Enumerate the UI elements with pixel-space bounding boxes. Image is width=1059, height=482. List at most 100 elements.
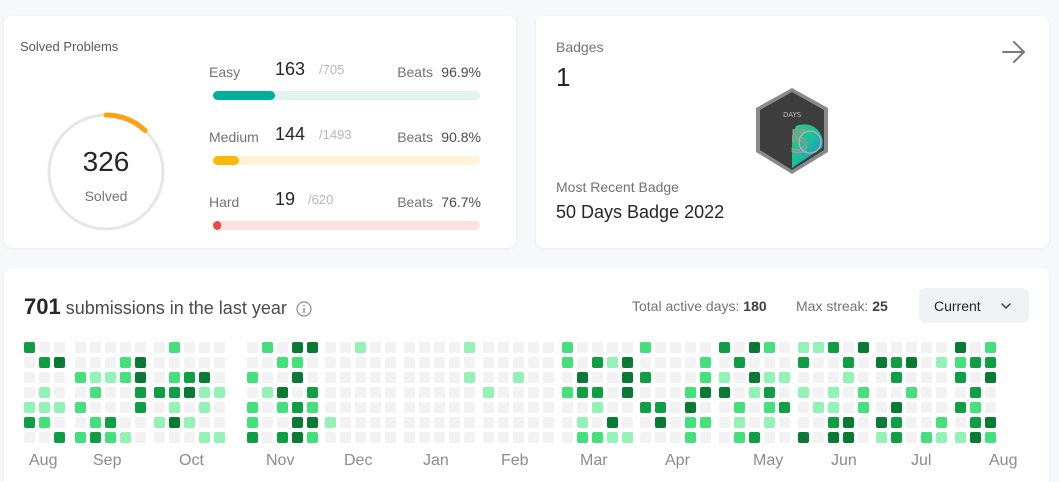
calendar-day-cell[interactable] xyxy=(277,387,288,398)
calendar-day-cell[interactable] xyxy=(700,357,711,368)
calendar-day-cell[interactable] xyxy=(719,417,730,428)
calendar-day-cell[interactable] xyxy=(562,387,573,398)
calendar-day-cell[interactable] xyxy=(307,417,318,428)
calendar-day-cell[interactable] xyxy=(970,417,981,428)
calendar-day-cell[interactable] xyxy=(135,417,146,428)
calendar-day-cell[interactable] xyxy=(749,372,760,383)
calendar-day-cell[interactable] xyxy=(54,402,65,413)
calendar-day-cell[interactable] xyxy=(54,372,65,383)
calendar-day-cell[interactable] xyxy=(798,387,809,398)
calendar-day-cell[interactable] xyxy=(577,342,588,353)
calendar-day-cell[interactable] xyxy=(419,417,430,428)
calendar-day-cell[interactable] xyxy=(434,402,445,413)
calendar-day-cell[interactable] xyxy=(262,432,273,443)
calendar-day-cell[interactable] xyxy=(307,342,318,353)
calendar-day-cell[interactable] xyxy=(779,432,790,443)
calendar-day-cell[interactable] xyxy=(622,387,633,398)
calendar-day-cell[interactable] xyxy=(370,387,381,398)
calendar-day-cell[interactable] xyxy=(906,372,917,383)
calendar-day-cell[interactable] xyxy=(39,357,50,368)
calendar-day-cell[interactable] xyxy=(858,387,869,398)
calendar-day-cell[interactable] xyxy=(970,357,981,368)
calendar-day-cell[interactable] xyxy=(906,357,917,368)
calendar-day-cell[interactable] xyxy=(513,372,524,383)
calendar-day-cell[interactable] xyxy=(214,372,225,383)
calendar-day-cell[interactable] xyxy=(105,417,116,428)
calendar-day-cell[interactable] xyxy=(449,357,460,368)
calendar-day-cell[interactable] xyxy=(355,387,366,398)
calendar-day-cell[interactable] xyxy=(464,342,475,353)
calendar-day-cell[interactable] xyxy=(154,402,165,413)
calendar-day-cell[interactable] xyxy=(891,432,902,443)
calendar-day-cell[interactable] xyxy=(292,417,303,428)
calendar-day-cell[interactable] xyxy=(169,402,180,413)
calendar-day-cell[interactable] xyxy=(355,372,366,383)
calendar-day-cell[interactable] xyxy=(75,372,86,383)
calendar-day-cell[interactable] xyxy=(622,357,633,368)
calendar-day-cell[interactable] xyxy=(54,342,65,353)
calendar-day-cell[interactable] xyxy=(39,342,50,353)
calendar-day-cell[interactable] xyxy=(685,432,696,443)
calendar-day-cell[interactable] xyxy=(214,357,225,368)
calendar-day-cell[interactable] xyxy=(513,417,524,428)
calendar-day-cell[interactable] xyxy=(355,357,366,368)
calendar-day-cell[interactable] xyxy=(828,432,839,443)
calendar-day-cell[interactable] xyxy=(419,357,430,368)
calendar-day-cell[interactable] xyxy=(154,387,165,398)
calendar-day-cell[interactable] xyxy=(891,357,902,368)
calendar-day-cell[interactable] xyxy=(936,387,947,398)
calendar-day-cell[interactable] xyxy=(449,342,460,353)
calendar-day-cell[interactable] xyxy=(670,432,681,443)
calendar-day-cell[interactable] xyxy=(325,417,336,428)
calendar-day-cell[interactable] xyxy=(719,357,730,368)
calendar-day-cell[interactable] xyxy=(779,372,790,383)
calendar-day-cell[interactable] xyxy=(498,357,509,368)
calendar-day-cell[interactable] xyxy=(498,417,509,428)
calendar-day-cell[interactable] xyxy=(385,357,396,368)
calendar-day-cell[interactable] xyxy=(214,402,225,413)
calendar-day-cell[interactable] xyxy=(340,372,351,383)
calendar-day-cell[interactable] xyxy=(528,432,539,443)
calendar-day-cell[interactable] xyxy=(685,387,696,398)
calendar-day-cell[interactable] xyxy=(247,417,258,428)
calendar-day-cell[interactable] xyxy=(700,417,711,428)
calendar-day-cell[interactable] xyxy=(670,402,681,413)
calendar-day-cell[interactable] xyxy=(607,342,618,353)
calendar-day-cell[interactable] xyxy=(355,432,366,443)
calendar-day-cell[interactable] xyxy=(607,417,618,428)
calendar-day-cell[interactable] xyxy=(370,417,381,428)
calendar-day-cell[interactable] xyxy=(592,342,603,353)
calendar-day-cell[interactable] xyxy=(985,342,996,353)
calendar-day-cell[interactable] xyxy=(936,417,947,428)
calendar-day-cell[interactable] xyxy=(798,342,809,353)
calendar-day-cell[interactable] xyxy=(105,387,116,398)
calendar-day-cell[interactable] xyxy=(370,372,381,383)
calendar-day-cell[interactable] xyxy=(592,432,603,443)
calendar-day-cell[interactable] xyxy=(843,372,854,383)
calendar-day-cell[interactable] xyxy=(764,357,775,368)
calendar-day-cell[interactable] xyxy=(277,342,288,353)
calendar-day-cell[interactable] xyxy=(434,342,445,353)
calendar-day-cell[interactable] xyxy=(90,432,101,443)
calendar-day-cell[interactable] xyxy=(184,357,195,368)
calendar-day-cell[interactable] xyxy=(419,342,430,353)
calendar-day-cell[interactable] xyxy=(858,417,869,428)
calendar-day-cell[interactable] xyxy=(670,417,681,428)
calendar-day-cell[interactable] xyxy=(970,402,981,413)
calendar-day-cell[interactable] xyxy=(449,387,460,398)
calendar-day-cell[interactable] xyxy=(891,417,902,428)
calendar-day-cell[interactable] xyxy=(749,432,760,443)
calendar-day-cell[interactable] xyxy=(719,372,730,383)
calendar-day-cell[interactable] xyxy=(858,372,869,383)
calendar-day-cell[interactable] xyxy=(876,357,887,368)
calendar-day-cell[interactable] xyxy=(655,342,666,353)
calendar-day-cell[interactable] xyxy=(813,402,824,413)
calendar-day-cell[interactable] xyxy=(906,387,917,398)
calendar-day-cell[interactable] xyxy=(813,417,824,428)
calendar-day-cell[interactable] xyxy=(734,372,745,383)
calendar-day-cell[interactable] xyxy=(685,417,696,428)
calendar-day-cell[interactable] xyxy=(325,387,336,398)
calendar-day-cell[interactable] xyxy=(798,372,809,383)
calendar-day-cell[interactable] xyxy=(607,432,618,443)
calendar-day-cell[interactable] xyxy=(54,417,65,428)
